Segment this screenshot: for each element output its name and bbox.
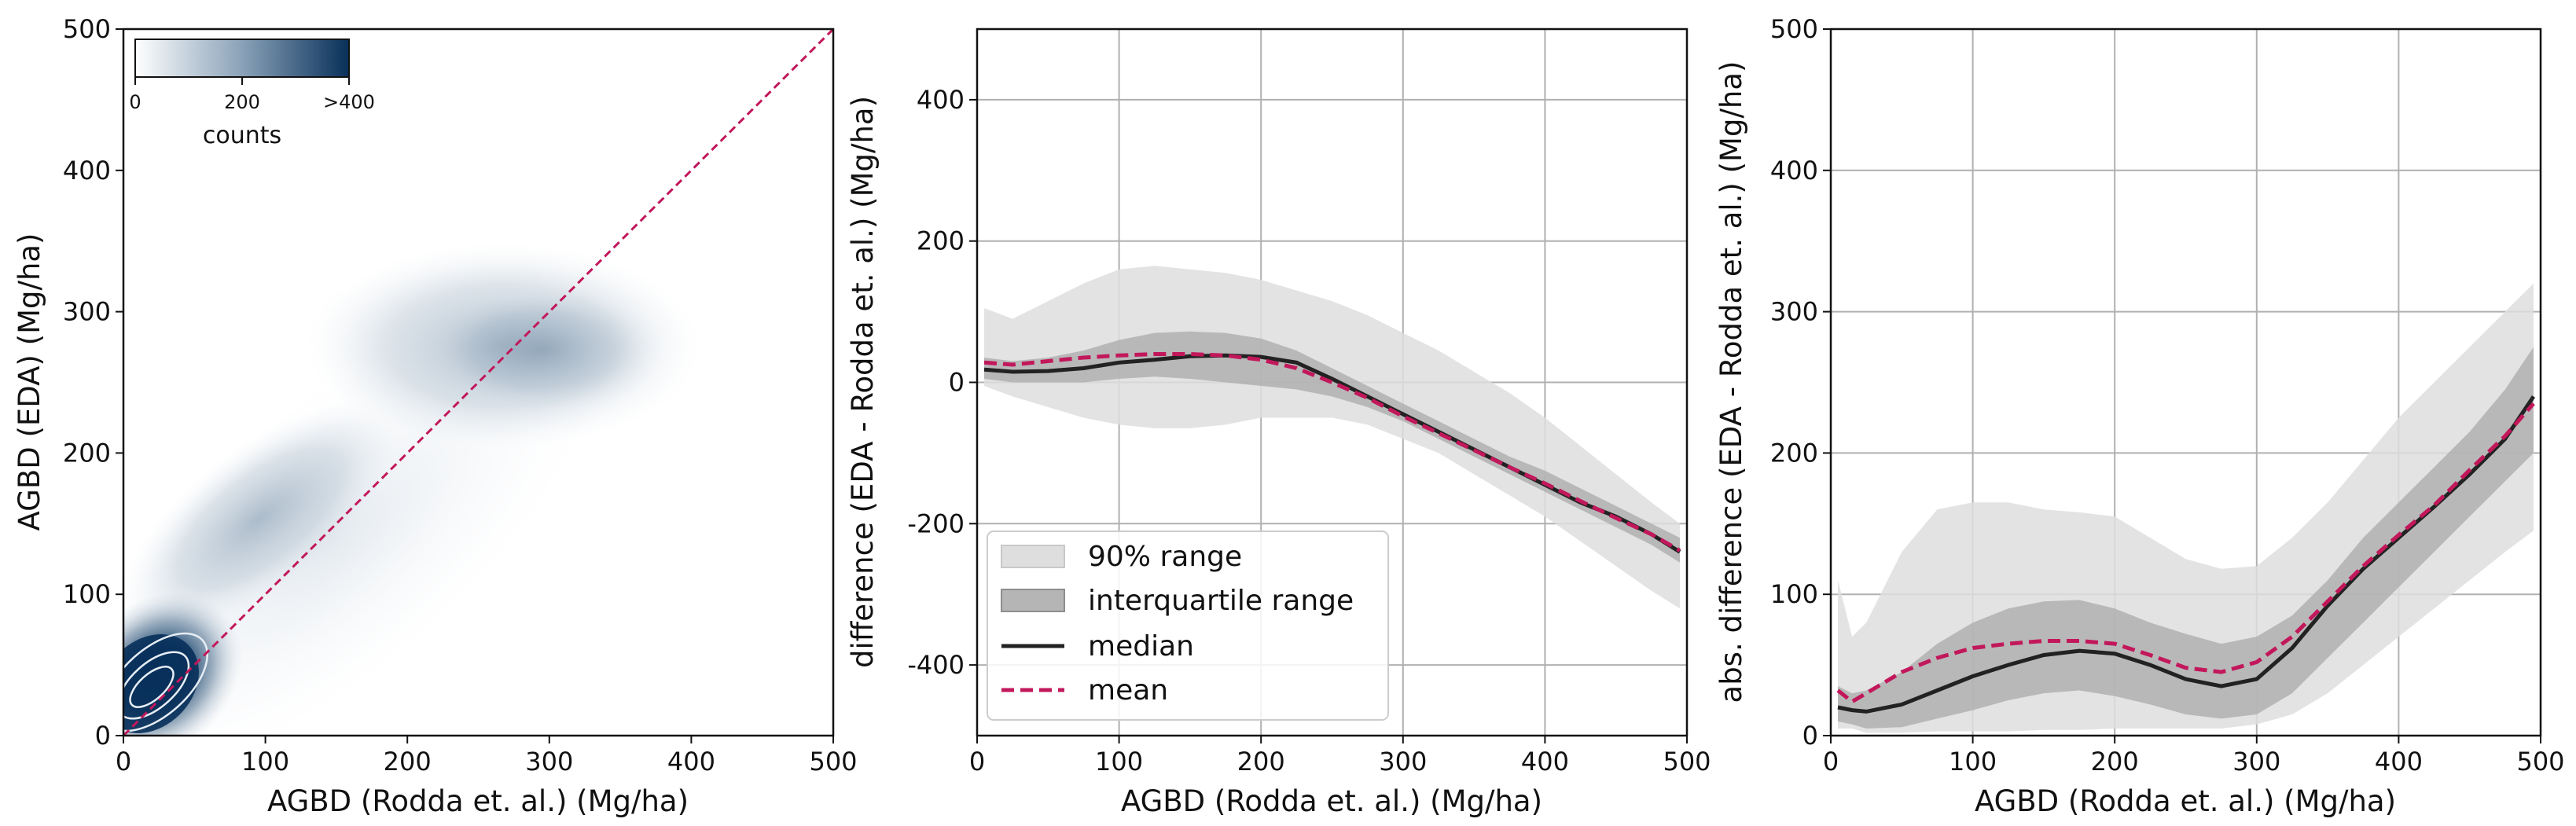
density-cluster-secondary-core	[424, 287, 660, 413]
x-tick-label-left: 300	[525, 747, 573, 776]
y-axis-label-middle: difference (EDA - Rodda et. al.) (Mg/ha)	[846, 96, 880, 668]
y-tick-label-left: 300	[63, 297, 111, 327]
axis-ticks-left: 0 100 200 300 400 500 0 100 200 300 400 500	[63, 14, 858, 776]
legend-label-range90: 90% range	[1088, 541, 1242, 573]
y-tick-label-left: 200	[63, 438, 111, 468]
density-cluster-core	[123, 634, 199, 733]
y-tick-label-right: 500	[1770, 14, 1818, 44]
colorbar-gradient	[134, 39, 350, 78]
y-axis-label-right: abs. difference (EDA - Rodda et. al.) (M…	[1714, 61, 1748, 703]
plot-frame-left	[122, 28, 835, 737]
legend-label-median: median	[1088, 630, 1194, 663]
y-tick-label-right: 300	[1770, 297, 1818, 327]
x-tick-label-right: 500	[2516, 747, 2564, 776]
contour-outer	[123, 632, 209, 732]
x-tick-label-left: 500	[809, 747, 857, 776]
y-tick-label-middle: 200	[917, 226, 965, 256]
x-tick-label-middle: 300	[1379, 747, 1427, 776]
y-axis-label-left: AGBD (EDA) (Mg/ha)	[13, 233, 46, 531]
y-tick-label-left: 0	[95, 721, 111, 751]
y-tick-label-middle: -400	[907, 650, 965, 680]
legend-swatch-range90	[1001, 545, 1065, 568]
y-tick-label-middle: 400	[917, 85, 965, 115]
y-tick-label-left: 400	[63, 156, 111, 185]
x-axis-label-left: AGBD (Rodda et. al.) (Mg/ha)	[267, 784, 689, 818]
x-axis-label-right: AGBD (Rodda et. al.) (Mg/ha)	[1975, 784, 2396, 818]
y-tick-label-middle: 0	[949, 368, 965, 398]
y-tick-label-right: 400	[1770, 156, 1818, 185]
abs-difference-panel: 0 100 200 300 400 500 0 100 200 300 400 500 AGBD (R…	[1714, 14, 2565, 818]
x-tick-label-middle: 400	[1521, 747, 1569, 776]
x-tick-label-right: 100	[1949, 747, 1997, 776]
x-tick-label-middle: 0	[969, 747, 985, 776]
legend-label-iqr: interquartile range	[1088, 585, 1354, 617]
legend-label-mean: mean	[1088, 674, 1168, 707]
y-tick-label-left: 500	[63, 14, 111, 44]
y-tick-label-right: 0	[1802, 721, 1818, 751]
density-bridge	[123, 402, 397, 635]
x-tick-label-right: 200	[2091, 747, 2139, 776]
mean-line-right	[1836, 402, 2535, 704]
legend-swatch-iqr	[1001, 589, 1065, 612]
density-panel: 0 200 >400 counts 0 100 200 300 400 500 0 100 20…	[13, 14, 858, 818]
y-tick-label-middle: -200	[907, 508, 965, 538]
x-tick-label-left: 0	[116, 747, 131, 776]
x-tick-label-right: 400	[2375, 747, 2423, 776]
colorbar: 0 200 >400 counts	[129, 39, 375, 149]
mean-line-middle	[983, 352, 1681, 553]
y-tick-label-right: 200	[1770, 438, 1818, 468]
x-tick-label-middle: 100	[1095, 747, 1143, 776]
y-tick-label-right: 100	[1770, 579, 1818, 609]
legend: 90% range interquartile range median mea…	[987, 530, 1389, 721]
difference-panel: 0 100 200 300 400 500 -400 -200 0 200 400 90% rang…	[846, 28, 1711, 818]
contour-middle	[123, 651, 190, 720]
x-tick-label-right: 300	[2232, 747, 2280, 776]
colorbar-tick-0: 0	[129, 91, 141, 113]
iqr-band-right	[1838, 347, 2534, 729]
density-contours	[123, 632, 209, 732]
x-tick-label-left: 400	[667, 747, 715, 776]
y-tick-label-left: 100	[63, 579, 111, 609]
legend-box	[987, 530, 1389, 721]
x-tick-label-left: 200	[384, 747, 432, 776]
x-tick-label-middle: 200	[1237, 747, 1285, 776]
x-axis-label-middle: AGBD (Rodda et. al.) (Mg/ha)	[1121, 784, 1542, 818]
colorbar-tick-200: 200	[224, 91, 260, 113]
colorbar-tick-max: >400	[323, 91, 375, 113]
x-tick-label-left: 100	[241, 747, 289, 776]
x-tick-label-middle: 500	[1663, 747, 1711, 776]
contour-inner	[129, 666, 175, 708]
axis-ticks-right: 0 100 200 300 400 500 0 100 200 300 400 500	[1770, 14, 2565, 776]
x-tick-label-right: 0	[1823, 747, 1839, 776]
identity-line	[123, 29, 833, 736]
colorbar-label: counts	[203, 122, 281, 149]
axis-ticks-middle: 0 100 200 300 400 500 -400 -200 0 200 400	[907, 85, 1711, 776]
plot-frame-right	[1829, 28, 2542, 737]
